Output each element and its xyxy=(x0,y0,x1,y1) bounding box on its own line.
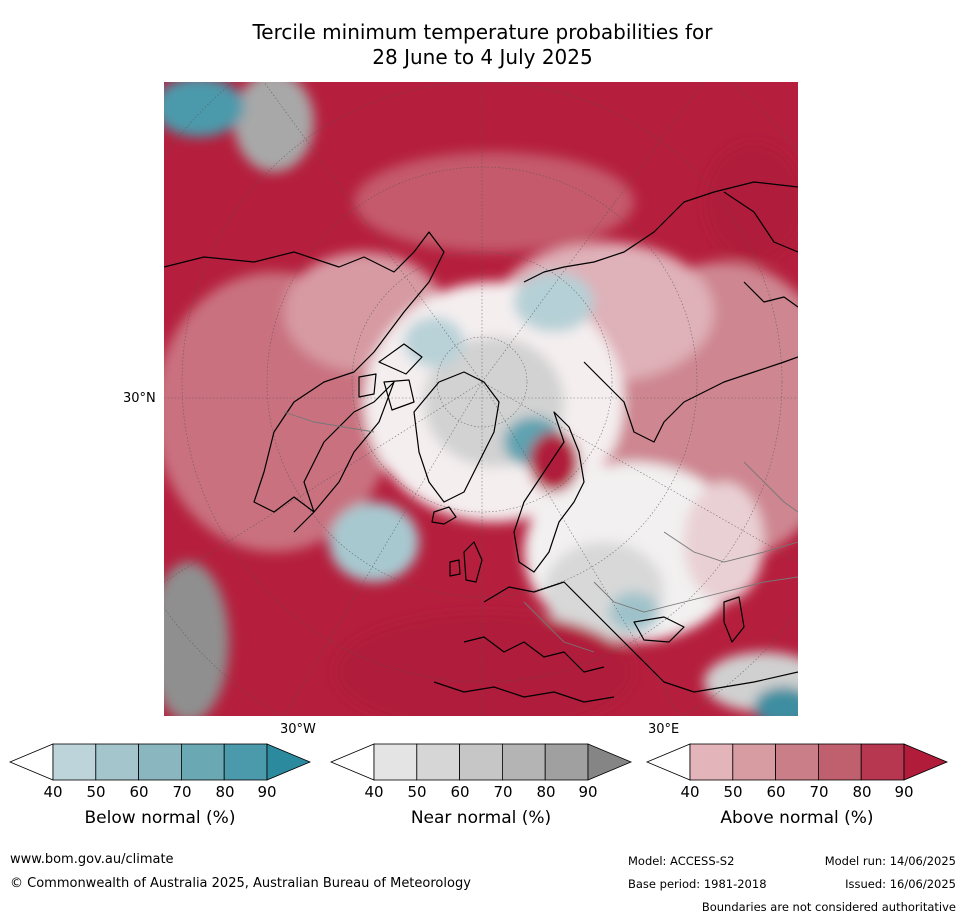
tick-label: 50 xyxy=(407,783,427,801)
lat-label-30n: 30°N xyxy=(123,391,156,406)
colorbar-segment xyxy=(416,743,461,781)
tick-label: 60 xyxy=(450,783,470,801)
colorbar-extend-high xyxy=(587,743,633,781)
tick-label: 70 xyxy=(809,783,829,801)
colorbar-extend-low xyxy=(8,743,54,781)
tick-label: 40 xyxy=(364,783,384,801)
lon-label-30w: 30°W xyxy=(280,722,316,737)
map-canvas xyxy=(164,82,798,716)
footer-issued: Issued: 16/06/2025 xyxy=(845,877,956,891)
tick-label: 40 xyxy=(680,783,700,801)
footer-copyright: © Commonwealth of Australia 2025, Austra… xyxy=(10,876,471,891)
colorbar-above-graphic xyxy=(645,743,949,781)
colorbar-segment xyxy=(860,743,905,781)
colorbar-segment xyxy=(373,743,418,781)
map-title: Tercile minimum temperature probabilitie… xyxy=(0,20,965,70)
colorbar-segment xyxy=(138,743,182,781)
colorbar-near-title: Near normal (%) xyxy=(410,808,552,828)
colorbar-extend-low xyxy=(645,743,691,781)
tick-label: 50 xyxy=(723,783,743,801)
colorbar-segment xyxy=(95,743,140,781)
tick-label: 60 xyxy=(766,783,786,801)
colorbar-above-normal xyxy=(645,743,949,784)
tick-label: 90 xyxy=(894,783,914,801)
title-line-1: Tercile minimum temperature probabilitie… xyxy=(252,20,713,44)
tick-label: 70 xyxy=(172,783,192,801)
colorbar-above-title: Above normal (%) xyxy=(720,808,874,828)
colorbar-below-normal xyxy=(8,743,312,784)
colorbar-segment xyxy=(732,743,777,781)
tick-label: 40 xyxy=(43,783,63,801)
lon-label-30e: 30°E xyxy=(648,722,680,737)
colorbar-extend-high xyxy=(266,743,312,781)
graticule xyxy=(164,82,798,716)
footer-url[interactable]: www.bom.gov.au/climate xyxy=(10,852,174,867)
colorbar-segment xyxy=(52,743,97,781)
colorbar-below-title: Below normal (%) xyxy=(84,808,236,828)
colorbar-near-normal xyxy=(329,743,633,784)
tick-label: 90 xyxy=(257,783,277,801)
colorbar-segment xyxy=(223,743,268,781)
probability-field xyxy=(164,82,798,716)
country-borders xyxy=(283,411,798,653)
colorbar-extend-high xyxy=(903,743,949,781)
colorbar-near-graphic xyxy=(329,743,633,781)
colorbar-segment xyxy=(689,743,734,781)
tick-label: 50 xyxy=(86,783,106,801)
footer-model: Model: ACCESS-S2 xyxy=(628,854,735,868)
footer-disclaimer: Boundaries are not considered authoritat… xyxy=(701,900,956,914)
tick-label: 80 xyxy=(536,783,556,801)
colorbar-segment xyxy=(544,743,589,781)
footer-model-run: Model run: 14/06/2025 xyxy=(824,854,956,868)
colorbar-segment xyxy=(817,743,862,781)
title-line-2: 28 June to 4 July 2025 xyxy=(372,45,593,69)
tick-label: 90 xyxy=(578,783,598,801)
coastlines xyxy=(164,181,798,703)
tick-label: 60 xyxy=(129,783,149,801)
tick-label: 70 xyxy=(493,783,513,801)
colorbar-segment xyxy=(459,743,503,781)
colorbar-segment xyxy=(180,743,225,781)
probability-map xyxy=(164,82,798,716)
colorbar-segment xyxy=(501,743,546,781)
colorbar-below-graphic xyxy=(8,743,312,781)
colorbar-segment xyxy=(775,743,819,781)
tick-label: 80 xyxy=(852,783,872,801)
colorbar-extend-low xyxy=(329,743,375,781)
footer-base-period: Base period: 1981-2018 xyxy=(628,877,767,891)
tick-label: 80 xyxy=(215,783,235,801)
